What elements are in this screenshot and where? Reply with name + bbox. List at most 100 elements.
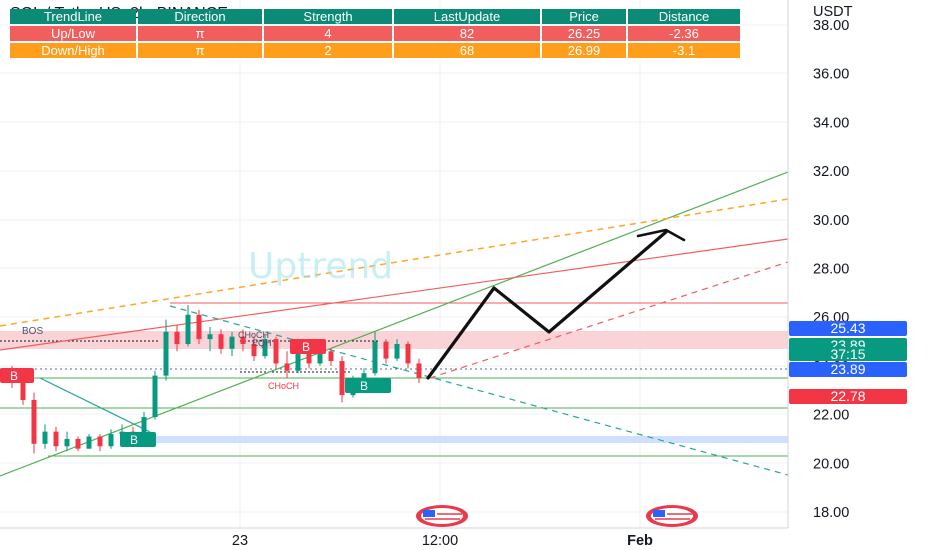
- candle-down: [196, 314, 202, 340]
- downtrend-teal-dashed: [169, 305, 789, 476]
- price-tag-blue-current: 23.89: [789, 362, 907, 377]
- bos-label: BOS: [22, 326, 43, 337]
- uptrend-red-line: [0, 238, 789, 351]
- y-tick-label: 32.00: [813, 164, 849, 180]
- table-header-cell: Distance: [628, 9, 740, 24]
- us-flag-event-icon[interactable]: [416, 505, 468, 527]
- y-tick-label: 34.00: [813, 115, 849, 131]
- table-header-cell: LastUpdate: [394, 9, 540, 24]
- candle-down: [240, 336, 246, 344]
- time-axis[interactable]: 23 12:00 Feb: [232, 533, 653, 549]
- table-cell: π: [138, 26, 262, 41]
- candle-down: [31, 399, 37, 444]
- table-cell: 26.25: [542, 26, 626, 41]
- candle-down: [174, 331, 180, 344]
- candle-up: [108, 434, 114, 447]
- candle-down: [306, 353, 312, 364]
- price-tag-red: 22.78: [789, 389, 907, 404]
- choch-top-label: CHoCH: [238, 330, 269, 340]
- svg-text:B: B: [302, 340, 310, 354]
- candle-down: [20, 382, 26, 400]
- candle-up: [207, 334, 213, 340]
- x-tick-label: 12:00: [422, 533, 458, 549]
- table-cell: -3.1: [628, 43, 740, 58]
- candle-up: [152, 375, 158, 418]
- price-tag-blue-upper: 25.43: [789, 321, 907, 336]
- candle-up: [317, 351, 323, 364]
- price-axis-bg: [788, 0, 932, 550]
- table-row: Up/Low π 4 82 26.25 -2.36: [10, 26, 740, 41]
- candle-down: [53, 431, 59, 447]
- table-header-row: TrendLine Direction Strength LastUpdate …: [10, 9, 740, 24]
- us-flag-event-icon-feb[interactable]: [646, 505, 698, 527]
- eqh-label: EQH: [252, 338, 272, 348]
- candle-down: [97, 436, 103, 447]
- demand-zone: [120, 436, 788, 443]
- table-header-cell: Price: [542, 9, 626, 24]
- x-tick-label: 23: [232, 533, 248, 549]
- table-cell: 82: [394, 26, 540, 41]
- candle-up: [141, 417, 147, 439]
- candle-up: [185, 314, 191, 344]
- candle-down: [284, 363, 290, 371]
- y-tick-label: 30.00: [813, 213, 849, 229]
- candle-up: [295, 353, 301, 371]
- countdown-tag: 37:15: [789, 347, 907, 362]
- currency-label: USDT: [813, 4, 853, 20]
- projection-path: [426, 230, 668, 380]
- table-cell: 4: [264, 26, 392, 41]
- x-tick-label: Feb: [627, 533, 653, 549]
- candle-up: [229, 336, 235, 349]
- candle-up: [262, 339, 268, 357]
- candle-down: [405, 343, 411, 364]
- y-tick-label: 36.00: [813, 67, 849, 83]
- candle-down: [75, 438, 81, 449]
- svg-text:B: B: [360, 379, 368, 393]
- table-cell: 2: [264, 43, 392, 58]
- table-header-cell: TrendLine: [10, 9, 136, 24]
- trendline-table: TrendLine Direction Strength LastUpdate …: [8, 7, 742, 60]
- uptrend-watermark: Uptrend: [248, 246, 393, 287]
- y-tick-label: 18.00: [813, 505, 849, 521]
- candle-down: [339, 361, 345, 396]
- sell-marker-mid[interactable]: B: [290, 339, 326, 354]
- buy-marker-recent[interactable]: B: [345, 378, 391, 393]
- y-tick-label: 28.00: [813, 262, 849, 278]
- table-cell: π: [138, 43, 262, 58]
- candle-down: [218, 334, 224, 349]
- candle-down: [383, 341, 389, 359]
- grid: [0, 0, 788, 528]
- candle-down: [273, 339, 279, 364]
- candle-up: [86, 436, 92, 449]
- candle-up: [361, 373, 367, 381]
- candle-down: [416, 363, 422, 379]
- buy-marker-low[interactable]: B: [120, 432, 156, 447]
- candle-up: [163, 331, 169, 376]
- candle-down: [328, 351, 334, 362]
- table-cell: 68: [394, 43, 540, 58]
- y-tick-label: 38.00: [813, 18, 849, 34]
- svg-text:B: B: [130, 433, 138, 447]
- table-cell: Down/High: [10, 43, 136, 58]
- candle-up: [372, 341, 378, 374]
- table-cell: 26.99: [542, 43, 626, 58]
- table-row: Down/High π 2 68 26.99 -3.1: [10, 43, 740, 58]
- time-axis-bg: [0, 528, 788, 550]
- projection-arrowhead: [636, 228, 686, 242]
- candle-up: [394, 343, 400, 359]
- lower-red-dashed: [429, 261, 789, 379]
- uptrend-green-line: [0, 171, 789, 477]
- downtrend-teal-solid: [39, 377, 151, 433]
- table-cell: -2.36: [628, 26, 740, 41]
- candle-down: [251, 343, 257, 357]
- svg-text:B: B: [10, 369, 18, 383]
- table-header-cell: Direction: [138, 9, 262, 24]
- y-tick-label: 22.00: [813, 408, 849, 424]
- table-header-cell: Strength: [264, 9, 392, 24]
- upper-orange-dashed: [0, 198, 789, 327]
- y-tick-label: 20.00: [813, 456, 849, 472]
- candle-up: [42, 431, 48, 444]
- sell-marker-left[interactable]: B: [0, 368, 34, 383]
- table-cell: Up/Low: [10, 26, 136, 41]
